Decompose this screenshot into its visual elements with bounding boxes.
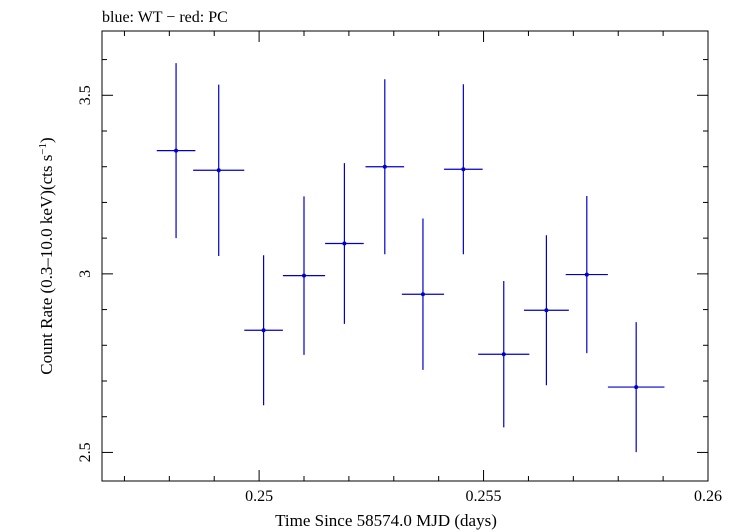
point-marker — [342, 241, 347, 246]
data-point — [523, 235, 569, 386]
point-marker — [174, 148, 179, 153]
point-marker — [461, 167, 466, 172]
x-tick-label: 0.255 — [466, 488, 502, 505]
data-point — [365, 79, 405, 255]
chart-title: blue: WT − red: PC — [102, 9, 228, 26]
point-marker — [261, 328, 266, 333]
y-axis-label: Count Rate (0.3–10.0 keV)(cts s−1) — [37, 137, 56, 374]
point-marker — [544, 308, 549, 313]
axis-tick-labels: 0.25 0.255 0.26 2.5 3 3.5 — [77, 85, 722, 505]
point-marker — [302, 273, 306, 278]
data-point — [282, 196, 326, 355]
y-axis-label-close: ) — [37, 137, 56, 143]
point-marker — [420, 292, 425, 297]
y-tick-label: 3 — [77, 270, 94, 278]
point-marker — [501, 352, 506, 357]
x-tick-label: 0.25 — [245, 488, 273, 505]
data-point — [607, 322, 665, 453]
point-marker — [382, 164, 387, 169]
point-marker — [634, 385, 639, 390]
x-tick-label: 0.26 — [694, 488, 722, 505]
data-point — [565, 196, 608, 354]
data-point — [325, 163, 364, 324]
point-marker — [216, 168, 221, 173]
axis-ticks — [102, 31, 709, 481]
data-point — [478, 281, 530, 428]
plot-frame — [101, 30, 709, 482]
data-point — [193, 84, 245, 256]
data-point — [444, 84, 483, 255]
y-axis-label-superscript: −1 — [37, 143, 49, 155]
data-series — [156, 63, 665, 453]
y-axis-label-main: Count Rate (0.3–10.0 keV)(cts s — [37, 155, 56, 375]
data-point — [156, 63, 196, 239]
point-marker — [584, 272, 589, 277]
data-point — [401, 218, 445, 370]
x-axis-label: Time Since 58574.0 MJD (days) — [275, 511, 497, 530]
y-tick-label: 2.5 — [77, 442, 94, 462]
y-tick-label: 3.5 — [77, 85, 94, 105]
data-point — [244, 255, 283, 406]
